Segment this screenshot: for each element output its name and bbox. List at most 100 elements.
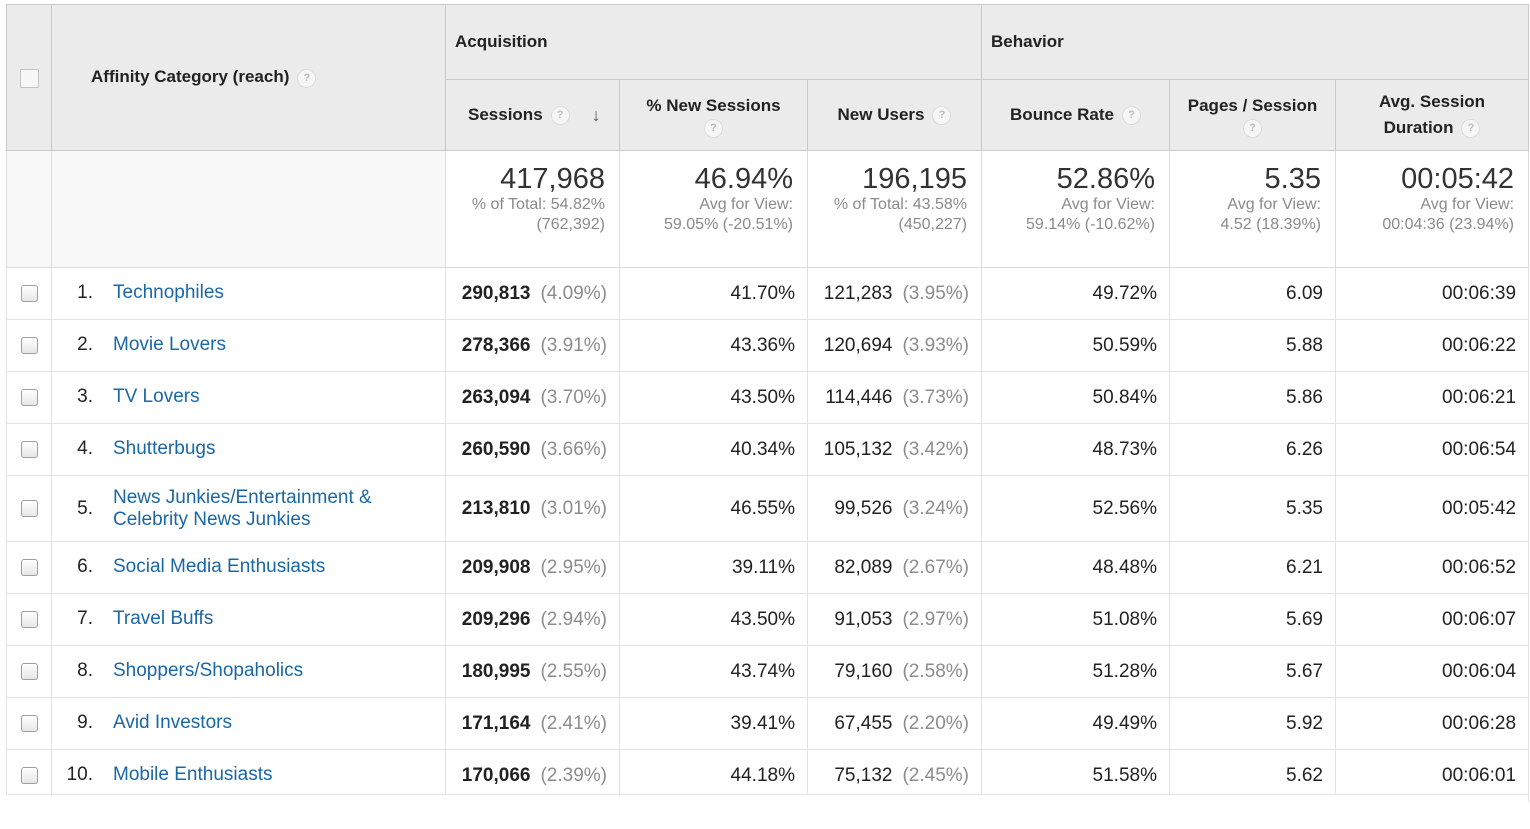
- new-sessions-header-label: % New Sessions: [646, 95, 781, 115]
- bounce-rate-cell: 48.73%: [981, 423, 1170, 476]
- table-row: 5. News Junkies/Entertainment & Celebrity…: [6, 475, 1530, 542]
- row-select-cell: [6, 423, 52, 476]
- help-icon[interactable]: ?: [704, 118, 723, 138]
- row-checkbox[interactable]: [20, 610, 38, 628]
- help-icon[interactable]: ?: [1121, 106, 1141, 126]
- row-checkbox[interactable]: [20, 388, 38, 406]
- affinity-category-link[interactable]: Technophiles: [113, 282, 224, 304]
- totals-new-sessions-value: 46.94%: [694, 163, 793, 195]
- sessions-column-header[interactable]: Sessions? ↓: [445, 79, 620, 151]
- affinity-category-cell: 2. Movie Lovers: [51, 319, 446, 372]
- help-icon[interactable]: ?: [550, 105, 570, 125]
- new-users-header-label: New Users: [837, 105, 925, 124]
- totals-row: 417,968 % of Total: 54.82% (762,392) 46.…: [6, 150, 1530, 268]
- new-users-percent: (3.95%): [902, 282, 969, 304]
- sessions-percent: (2.41%): [540, 712, 607, 734]
- sessions-percent: (2.55%): [540, 660, 607, 682]
- sessions-header-label: Sessions: [468, 104, 543, 124]
- totals-blank-cell: [51, 150, 446, 268]
- sessions-value: 213,810: [461, 497, 531, 519]
- new-users-value: 105,132: [823, 438, 893, 460]
- pages-session-cell: 6.21: [1169, 541, 1336, 594]
- avg-duration-column-header[interactable]: Avg. Session Duration?: [1334, 79, 1530, 151]
- new-sessions-cell: 43.50%: [619, 593, 808, 646]
- help-icon[interactable]: ?: [1243, 118, 1262, 138]
- row-checkbox[interactable]: [20, 284, 38, 302]
- new-users-value: 114,446: [825, 386, 893, 408]
- avg-duration-header-label-2: Duration: [1383, 118, 1454, 137]
- affinity-category-link[interactable]: Mobile Enthusiasts: [113, 764, 273, 786]
- affinity-category-link[interactable]: Avid Investors: [113, 712, 232, 734]
- help-icon[interactable]: ?: [1461, 119, 1481, 139]
- sessions-cell: 180,995 (2.55%): [445, 645, 620, 698]
- dimension-header-label: Affinity Category (reach): [91, 67, 290, 87]
- help-icon[interactable]: ?: [932, 106, 952, 126]
- totals-new-sessions: 46.94% Avg for View: 59.05% (-20.51%): [619, 150, 808, 268]
- affinity-category-link[interactable]: News Junkies/Entertainment & Celebrity N…: [113, 486, 372, 530]
- avg-duration-cell: 00:06:22: [1334, 319, 1530, 372]
- help-icon[interactable]: ?: [297, 68, 317, 88]
- sessions-cell: 260,590 (3.66%): [445, 423, 620, 476]
- affinity-category-link[interactable]: Social Media Enthusiasts: [113, 556, 326, 578]
- affinity-category-cell: 4. Shutterbugs: [51, 423, 446, 476]
- sessions-percent: (3.01%): [540, 497, 607, 519]
- pages-session-cell: 5.69: [1169, 593, 1336, 646]
- totals-avg-duration-value: 00:05:42: [1401, 163, 1515, 195]
- affinity-category-link[interactable]: TV Lovers: [113, 386, 200, 408]
- row-checkbox[interactable]: [20, 558, 38, 576]
- row-select-cell: [6, 697, 52, 750]
- totals-bounce-rate: 52.86% Avg for View: 59.14% (-10.62%): [981, 150, 1170, 268]
- totals-new-users-value: 196,195: [862, 163, 967, 195]
- row-checkbox[interactable]: [20, 336, 38, 354]
- bounce-rate-header-label: Bounce Rate: [1010, 105, 1114, 124]
- row-checkbox[interactable]: [20, 440, 38, 458]
- select-all-checkbox[interactable]: [19, 68, 39, 88]
- new-users-percent: (2.67%): [902, 556, 969, 578]
- totals-sessions-value: 417,968: [500, 163, 605, 195]
- new-users-cell: 114,446 (3.73%): [807, 371, 982, 424]
- totals-pages-session-note-2: 4.52 (18.39%): [1220, 216, 1321, 233]
- row-checkbox[interactable]: [20, 766, 38, 784]
- pages-session-cell: 6.09: [1169, 267, 1336, 320]
- new-users-value: 120,694: [823, 334, 893, 356]
- new-users-percent: (3.42%): [902, 438, 969, 460]
- totals-avg-duration-note-1: Avg for View:: [1420, 196, 1515, 213]
- new-sessions-column-header[interactable]: % New Sessions?: [619, 79, 808, 151]
- new-users-percent: (2.97%): [902, 608, 969, 630]
- row-select-cell: [6, 319, 52, 372]
- pages-session-cell: 6.26: [1169, 423, 1336, 476]
- row-checkbox[interactable]: [20, 714, 38, 732]
- row-select-cell: [6, 541, 52, 594]
- sessions-cell: 209,296 (2.94%): [445, 593, 620, 646]
- affinity-category-link[interactable]: Travel Buffs: [113, 608, 214, 630]
- affinity-category-link[interactable]: Shutterbugs: [113, 438, 216, 460]
- new-users-cell: 82,089 (2.67%): [807, 541, 982, 594]
- pages-session-header-label: Pages / Session: [1187, 95, 1318, 115]
- row-index: 9.: [77, 712, 93, 734]
- row-checkbox[interactable]: [20, 499, 38, 517]
- sessions-value: 170,066: [461, 764, 531, 786]
- pages-session-cell: 5.88: [1169, 319, 1336, 372]
- affinity-category-link[interactable]: Movie Lovers: [113, 334, 226, 356]
- sort-descending-icon[interactable]: ↓: [591, 105, 601, 126]
- sessions-percent: (3.70%): [540, 386, 607, 408]
- row-checkbox[interactable]: [20, 662, 38, 680]
- pages-session-column-header[interactable]: Pages / Session?: [1169, 79, 1336, 151]
- row-index: 3.: [77, 386, 93, 408]
- avg-duration-cell: 00:06:01: [1334, 749, 1530, 802]
- affinity-category-link[interactable]: Shoppers/Shopaholics: [113, 660, 304, 682]
- totals-new-sessions-note-1: Avg for View:: [699, 196, 793, 213]
- sessions-cell: 209,908 (2.95%): [445, 541, 620, 594]
- sessions-cell: 171,164 (2.41%): [445, 697, 620, 750]
- new-sessions-cell: 44.18%: [619, 749, 808, 802]
- totals-pages-session-value: 5.35: [1264, 163, 1321, 195]
- new-users-value: 79,160: [834, 660, 893, 682]
- bounce-rate-column-header[interactable]: Bounce Rate?: [981, 79, 1170, 151]
- sessions-cell: 213,810 (3.01%): [445, 475, 620, 542]
- row-index: 5.: [77, 497, 93, 519]
- table-row: 1. Technophiles 290,813 (4.09%) 41.70% 121,28…: [6, 267, 1530, 320]
- new-users-column-header[interactable]: New Users?: [807, 79, 982, 151]
- dimension-header[interactable]: Affinity Category (reach)?: [51, 4, 446, 151]
- select-all-header: [6, 4, 52, 151]
- sessions-value: 263,094: [461, 386, 531, 408]
